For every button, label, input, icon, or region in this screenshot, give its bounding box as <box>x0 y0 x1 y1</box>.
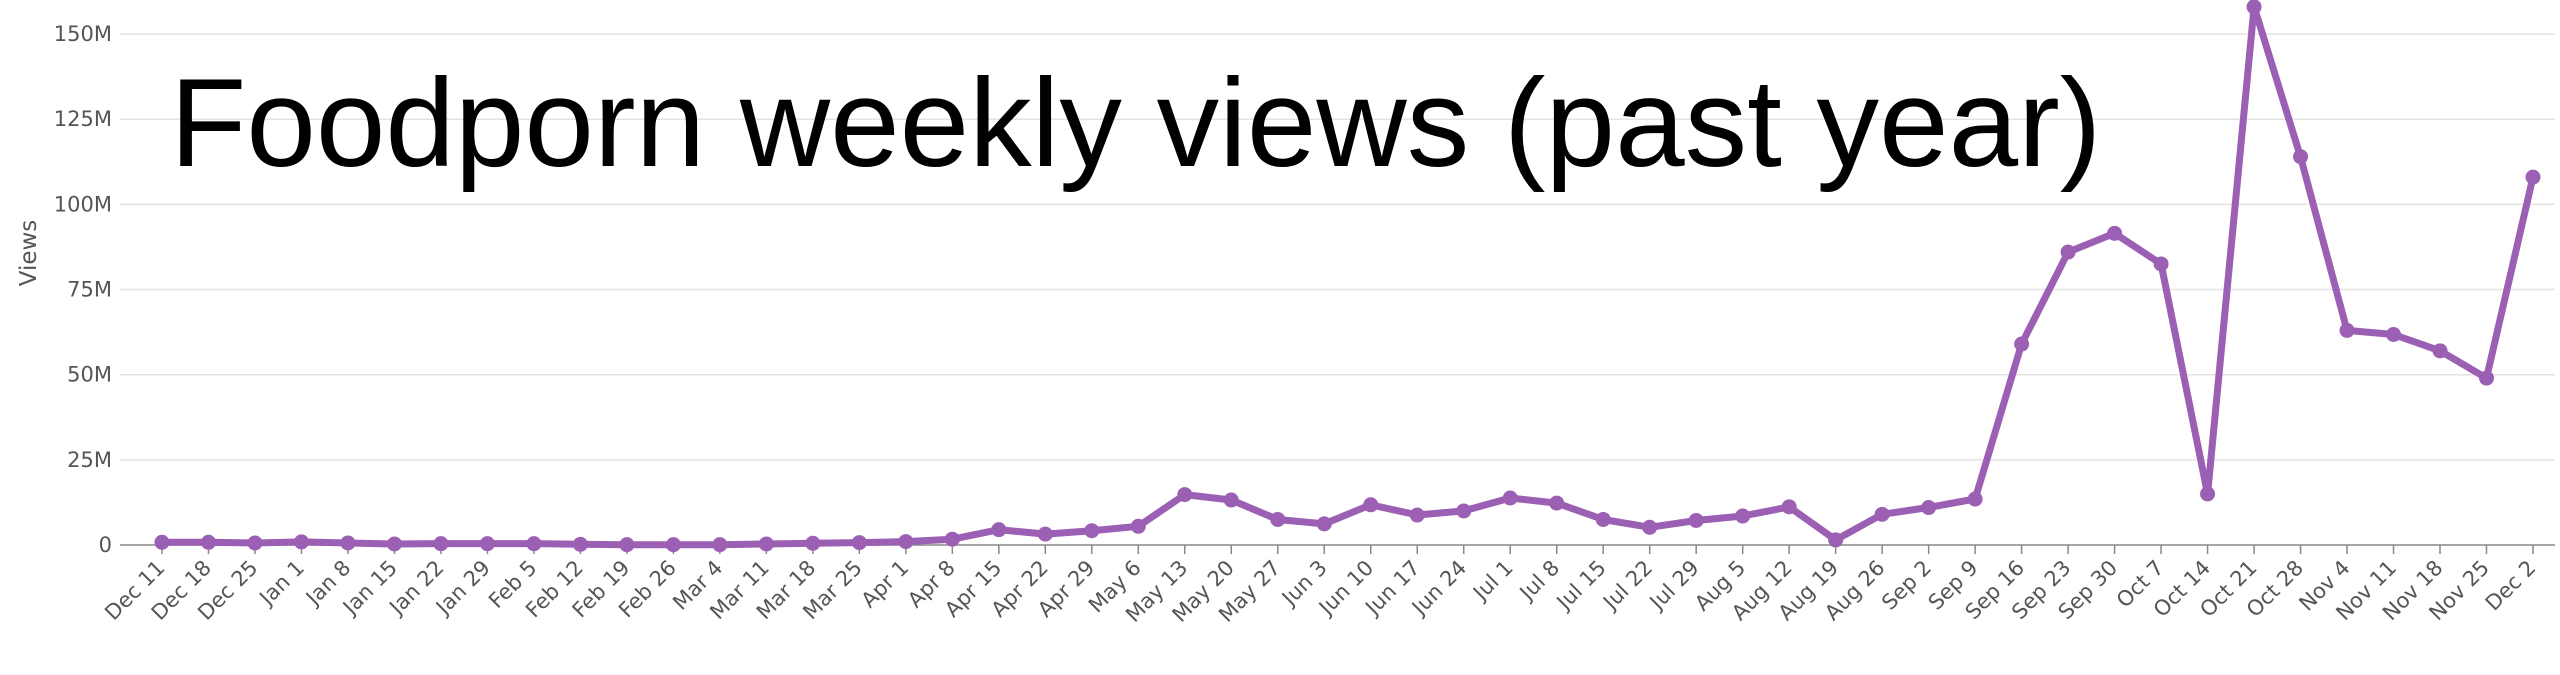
data-point <box>758 536 774 552</box>
data-point <box>1223 492 1239 508</box>
data-point <box>200 534 216 550</box>
data-point <box>1828 532 1844 548</box>
data-point <box>851 535 867 551</box>
data-point <box>2339 322 2355 338</box>
series-views <box>154 0 2541 553</box>
y-tick-label: 25M <box>67 448 112 472</box>
data-point <box>1409 507 1425 523</box>
x-tick-label: Jan 1 <box>254 556 309 611</box>
data-point <box>2014 336 2030 352</box>
data-point <box>944 531 960 547</box>
data-point <box>154 534 170 550</box>
data-point <box>1456 503 1472 519</box>
data-point <box>572 536 588 552</box>
data-point <box>805 535 821 551</box>
data-point <box>1642 519 1658 535</box>
data-point <box>2386 326 2402 342</box>
data-point <box>665 537 681 553</box>
y-tick-label: 125M <box>54 107 112 131</box>
y-axis-label: Views <box>16 220 42 287</box>
x-tick-label: Jul 22 <box>1597 556 1657 616</box>
data-point <box>1177 487 1193 503</box>
x-tick-label: Jul 1 <box>1467 556 1517 606</box>
data-point <box>1967 491 1983 507</box>
x-tick-label: Jul 29 <box>1644 556 1704 616</box>
data-point <box>2479 370 2495 386</box>
data-point <box>1595 511 1611 527</box>
gridlines <box>120 33 2555 461</box>
data-point <box>1037 526 1053 542</box>
data-point <box>1781 499 1797 515</box>
data-point <box>479 536 495 552</box>
data-point <box>2525 169 2541 185</box>
chart-title: Foodporn weekly views (past year) <box>170 54 2101 193</box>
y-tick-label: 75M <box>67 278 112 302</box>
data-point <box>1502 490 1518 506</box>
data-point <box>2107 225 2123 241</box>
data-point <box>1130 518 1146 534</box>
data-point <box>1549 495 1565 511</box>
data-point <box>1688 512 1704 528</box>
x-tick-label: Sep 2 <box>1877 556 1936 615</box>
y-tick-label: 150M <box>54 22 112 46</box>
data-point <box>712 537 728 553</box>
data-point <box>619 537 635 553</box>
data-point <box>2246 0 2262 15</box>
data-point <box>991 522 1007 538</box>
x-tick-label: Apr 1 <box>857 556 914 613</box>
data-point <box>2200 486 2216 502</box>
x-tick-label: Dec 2 <box>2481 556 2541 616</box>
data-point <box>2293 149 2309 165</box>
data-point <box>293 534 309 550</box>
y-tick-label: 50M <box>67 363 112 387</box>
data-point <box>386 536 402 552</box>
data-point <box>1084 523 1100 539</box>
data-point <box>1316 516 1332 532</box>
data-point <box>340 535 356 551</box>
y-tick-label: 0 <box>99 533 112 557</box>
data-point <box>433 536 449 552</box>
data-point <box>2060 244 2076 260</box>
y-tick-labels: 0 25M 50M 75M 100M 125M 150M <box>54 22 112 557</box>
data-point <box>2153 256 2169 272</box>
data-point <box>2432 343 2448 359</box>
data-point <box>1921 500 1937 516</box>
data-point <box>247 535 263 551</box>
data-point <box>898 534 914 550</box>
series-line <box>158 3 2537 549</box>
x-tick-label: Jul 15 <box>1551 556 1611 616</box>
data-point <box>1363 497 1379 513</box>
data-point <box>1874 506 1890 522</box>
data-point <box>1735 508 1751 524</box>
data-point <box>1270 511 1286 527</box>
data-point <box>526 536 542 552</box>
y-tick-label: 100M <box>54 192 112 216</box>
